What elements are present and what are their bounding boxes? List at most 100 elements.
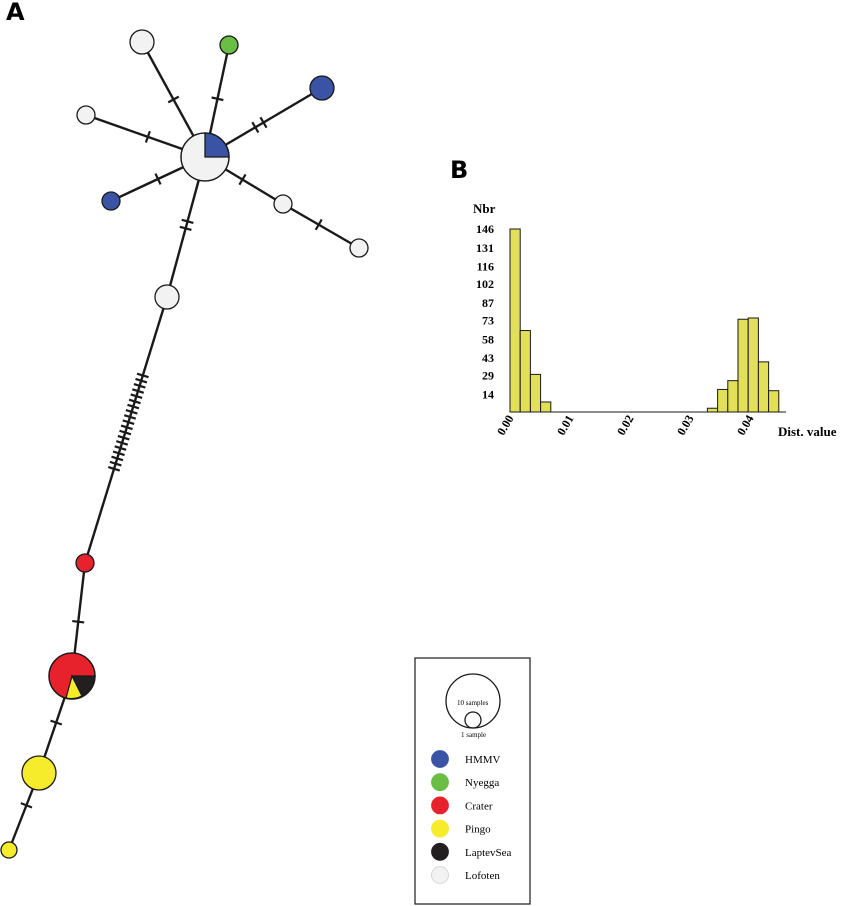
histogram-bar [706,407,719,413]
legend-swatch-lofoten [431,866,449,884]
x-tick-labels: 0.00 0.01 0.02 0.03 0.04 [494,413,757,438]
histogram-bar [717,388,729,413]
legend-label-laptevsea: LaptevSea [465,847,512,859]
panel-b-label: B [450,156,468,184]
node-central-mixed [180,132,230,182]
y-tick-label: 14 [482,387,494,401]
mutation-tick [115,440,129,446]
mutation-ticks [20,95,323,809]
node-crater [75,553,95,573]
mutation-tick [181,218,194,225]
mutation-tick [120,424,133,431]
mutation-tick [135,377,148,384]
mutation-tick [179,225,192,232]
node-nyegga [219,35,239,55]
node-crater-mixed [48,652,96,700]
mutation-tick [211,96,224,102]
legend-swatch-crater [431,796,449,815]
y-axis-label: Nbr [473,201,496,216]
mutation-tick [136,372,149,379]
edge [83,296,169,564]
y-tick-label: 29 [482,369,494,383]
mutation-tick [112,450,125,457]
histogram-bar [529,373,542,413]
mutation-tick [259,116,268,129]
node-pingo [0,841,18,859]
mutation-tick [123,414,137,420]
x-tick-label: 0.00 [494,413,517,438]
node-mixed-outline [48,652,96,700]
mutation-tick [111,455,124,462]
panel-a-label: A [6,0,25,26]
node-lofoten [349,238,369,258]
mutation-tick [109,460,122,467]
histogram-bar [519,330,531,413]
x-axis-label: Dist. value [778,424,837,439]
legend-swatch-nyegga [431,773,449,792]
legend-label-nyegga: Nyegga [465,777,499,789]
legend-swatch-hmmv [431,750,449,768]
mutation-tick [314,218,323,231]
edge [282,202,360,250]
node-hmmv [309,75,335,101]
mutation-tick [167,95,180,104]
legend: 10 samples 1 sample HMMV Nyegga Crater Ping… [414,657,531,905]
mutation-tick [72,619,85,624]
x-tick-label: 0.02 [614,413,637,438]
node-lofoten [273,194,293,214]
x-tick-label: 0.04 [734,413,757,438]
mutation-tick [130,393,143,400]
legend-swatch-pingo [431,819,449,838]
size-circle-small [464,711,482,729]
node-pingo [21,755,57,791]
histogram-bar [727,380,739,413]
mutation-tick [127,403,140,410]
legend-label-hmmv: HMMV [465,754,501,766]
y-tick-label: 87 [482,296,494,310]
size-small-label: 1 sample [461,731,486,739]
legend-swatch-laptevsea [431,842,449,861]
size-large-label: 10 samples [457,699,489,707]
legend-items: HMMV Nyegga Crater Pingo LaptevSea Lofoten [431,750,512,884]
node-hmmv [101,191,121,211]
histogram-bar [509,228,521,413]
x-tick-label: 0.01 [554,413,577,438]
histogram-bars [509,228,780,413]
histogram: Nbr Dist. value 14 29 43 58 73 87 102 116 131 146… [473,201,837,439]
mutation-tick [20,802,33,809]
histogram-bar [747,317,759,413]
x-tick-label: 0.03 [674,413,697,438]
y-tick-label: 58 [482,332,494,346]
node-lofoten [129,29,155,55]
mutation-tick [122,419,135,425]
mutation-tick [251,121,260,134]
node-lofoten [76,105,96,125]
mutation-tick [154,173,162,185]
mutation-tick [114,445,127,451]
mutation-tick [238,173,247,186]
histogram-bar [768,390,780,413]
y-tick-label: 43 [482,351,494,365]
mutation-tick [128,398,141,405]
mutation-tick [119,429,132,436]
mutation-tick [131,388,145,394]
mutation-tick [133,383,146,389]
mutation-tick [50,719,63,726]
y-tick-label: 146 [476,222,494,236]
network-nodes [0,29,369,859]
legend-label-pingo: Pingo [465,824,491,836]
histogram-bar [540,401,552,413]
histogram-bar [737,318,749,413]
haplotype-network [0,29,369,859]
histogram-bar [757,361,770,413]
y-tick-label: 131 [476,241,494,255]
mutation-tick [117,434,130,441]
y-tick-label: 116 [477,260,494,274]
legend-label-crater: Crater [465,800,493,812]
y-tick-labels: 14 29 43 58 73 87 102 116 131 146 [476,222,494,401]
mutation-tick [144,130,151,143]
mutation-tick [107,466,121,472]
node-lofoten [154,284,180,310]
mutation-tick [125,408,138,415]
